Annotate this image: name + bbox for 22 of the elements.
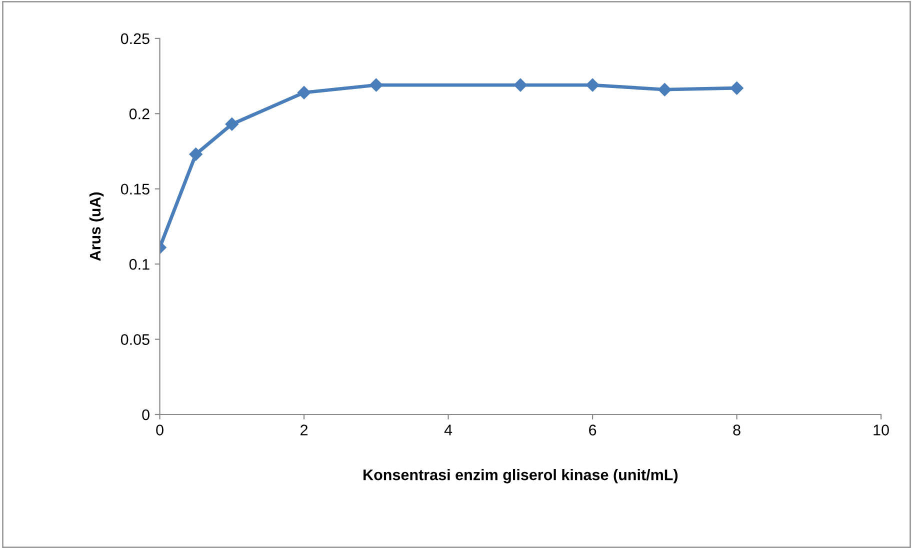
y-tick-label: 0.15 (120, 184, 150, 195)
point (514, 78, 527, 92)
x-tick-label: 10 (874, 424, 889, 436)
y-tick-label: 0.05 (120, 334, 150, 345)
point (297, 86, 311, 100)
x-tick-label: 4 (444, 424, 452, 436)
point (730, 81, 744, 95)
x-tick-label: 2 (300, 424, 308, 436)
x-tick-label: 0 (156, 424, 164, 436)
point (586, 78, 600, 92)
y-tick-label: 0 (142, 409, 150, 420)
x-axis-title: Konsentrasi enzim gliserol kinase (unit/mL) (364, 469, 678, 484)
y-tick-label: 0.1 (129, 258, 150, 270)
y-tick-label: 0.25 (120, 33, 150, 44)
point (658, 82, 672, 96)
point (370, 78, 383, 92)
point (225, 118, 238, 131)
y-tick-label: 0.2 (129, 108, 150, 120)
x-tick-label: 8 (733, 424, 740, 436)
y-axis-title: Arus (uA) (89, 192, 104, 261)
x-tick-label: 6 (589, 424, 596, 436)
point (189, 148, 202, 161)
